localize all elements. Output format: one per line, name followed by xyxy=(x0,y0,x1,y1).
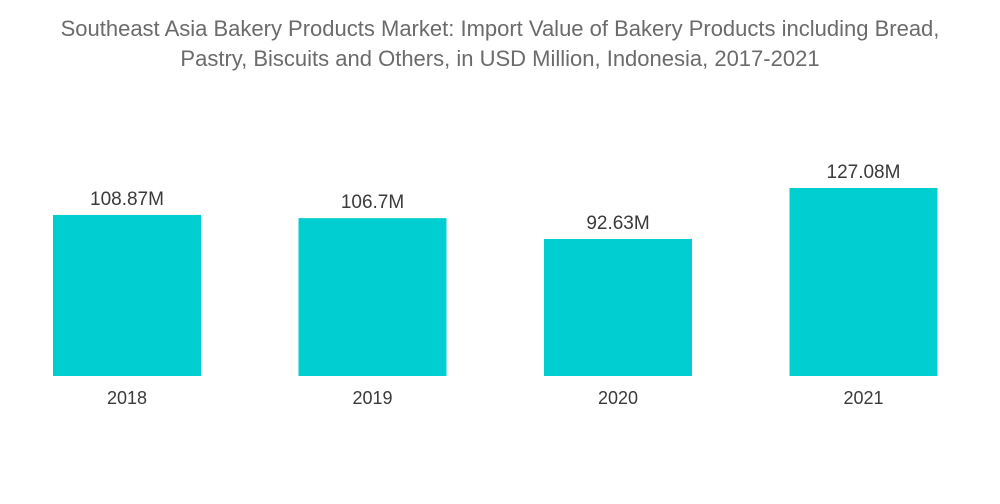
data-label-2018: 108.87M xyxy=(90,189,164,210)
chart-title: Southeast Asia Bakery Products Market: I… xyxy=(60,16,940,71)
x-tick-label-2018: 2018 xyxy=(107,388,147,408)
data-label-2019: 106.7M xyxy=(341,192,404,213)
bar-2018 xyxy=(53,214,201,376)
bars-layer xyxy=(53,188,938,376)
bar-2019 xyxy=(298,218,447,376)
data-labels-layer: 108.87M 106.7M 92.63M 127.08M xyxy=(90,162,900,234)
data-label-2020: 92.63M xyxy=(586,213,649,234)
x-tick-label-2021: 2021 xyxy=(843,388,883,408)
bar-2021 xyxy=(789,188,938,376)
x-tick-label-2019: 2019 xyxy=(352,388,392,408)
x-tick-label-2020: 2020 xyxy=(598,388,638,408)
data-label-2021: 127.08M xyxy=(827,162,901,183)
x-axis-ticks: 2018 2019 2020 2021 xyxy=(107,388,884,408)
bar-2020 xyxy=(544,238,692,376)
